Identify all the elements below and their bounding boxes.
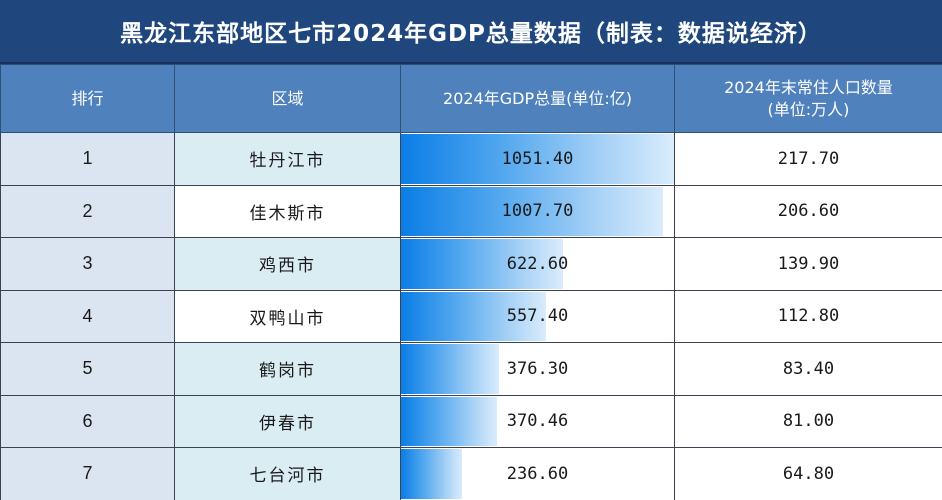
region-cell: 七台河市 [174, 447, 401, 500]
header-population: 2024年末常住人口数量 (单位:万人) [674, 64, 942, 133]
gdp-data-bar [401, 134, 674, 184]
gdp-value: 557.40 [506, 306, 569, 327]
rank-cell: 7 [0, 447, 175, 500]
rank-cell: 4 [0, 289, 175, 343]
region-cell: 双鸭山市 [174, 289, 401, 343]
population-cell: 83.40 [674, 342, 942, 396]
region-cell: 佳木斯市 [174, 184, 401, 238]
region-cell: 鹤岗市 [174, 342, 401, 396]
table-row: 5 鹤岗市 376.30 83.40 [0, 342, 942, 396]
gdp-data-bar [401, 186, 663, 236]
population-cell: 112.80 [674, 289, 942, 343]
population-cell: 64.80 [674, 447, 942, 500]
gdp-cell: 557.40 [400, 289, 675, 343]
gdp-cell: 236.60 [400, 447, 675, 500]
gdp-cell: 370.46 [400, 394, 675, 448]
header-rank: 排行 [0, 64, 175, 133]
header-row: 排行 区域 2024年GDP总量(单位:亿) 2024年末常住人口数量 (单位:… [0, 64, 942, 133]
population-cell: 81.00 [674, 394, 942, 448]
gdp-value: 1051.40 [501, 148, 574, 169]
population-cell: 217.70 [674, 132, 942, 186]
gdp-cell: 622.60 [400, 237, 675, 291]
table-row: 7 七台河市 236.60 64.80 [0, 447, 942, 500]
rank-cell: 3 [0, 237, 175, 291]
header-population-line1: 2024年末常住人口数量 [724, 77, 893, 97]
table-row: 3 鸡西市 622.60 139.90 [0, 237, 942, 291]
gdp-data-bar [401, 239, 563, 289]
rank-cell: 5 [0, 342, 175, 396]
rank-cell: 1 [0, 132, 175, 186]
gdp-data-bar [401, 396, 498, 446]
table-row: 1 牡丹江市 1051.40 217.70 [0, 132, 942, 186]
table-row: 6 伊春市 370.46 81.00 [0, 394, 942, 448]
table-row: 4 双鸭山市 557.40 112.80 [0, 289, 942, 343]
gdp-data-bar [401, 449, 463, 499]
population-cell: 206.60 [674, 184, 942, 238]
gdp-value: 370.46 [506, 411, 569, 432]
gdp-data-bar [401, 291, 546, 341]
gdp-value: 622.60 [506, 253, 569, 274]
region-cell: 伊春市 [174, 394, 401, 448]
gdp-cell: 1051.40 [400, 132, 675, 186]
header-gdp: 2024年GDP总量(单位:亿) [400, 64, 675, 133]
region-cell: 鸡西市 [174, 237, 401, 291]
gdp-value: 1007.70 [501, 201, 574, 222]
gdp-data-table: 排行 区域 2024年GDP总量(单位:亿) 2024年末常住人口数量 (单位:… [0, 64, 942, 500]
table-row: 2 佳木斯市 1007.70 206.60 [0, 184, 942, 238]
rank-cell: 2 [0, 184, 175, 238]
table-title: 黑龙江东部地区七市2024年GDP总量数据（制表：数据说经济） [0, 0, 942, 64]
gdp-data-bar [401, 344, 499, 394]
header-region: 区域 [174, 64, 401, 133]
rank-cell: 6 [0, 394, 175, 448]
region-cell: 牡丹江市 [174, 132, 401, 186]
gdp-value: 236.60 [506, 463, 569, 484]
gdp-cell: 1007.70 [400, 184, 675, 238]
header-population-line2: (单位:万人) [767, 99, 850, 119]
gdp-value: 376.30 [506, 358, 569, 379]
population-cell: 139.90 [674, 237, 942, 291]
gdp-cell: 376.30 [400, 342, 675, 396]
